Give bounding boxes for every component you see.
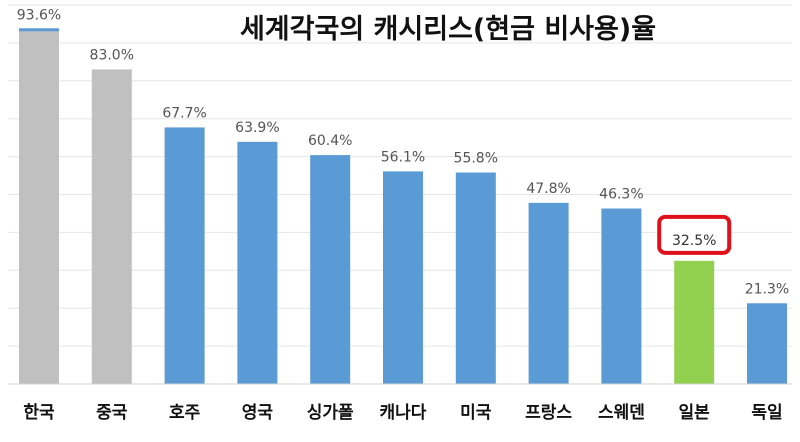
value-labels: 93.6% 83.0% 67.7% 63.9% 60.4% 56.1% 55.8% 47.8%…	[17, 7, 789, 297]
category-label: 한국	[23, 403, 55, 423]
data-label: 32.5%	[672, 233, 716, 249]
bar	[674, 260, 715, 384]
category-label: 영국	[242, 403, 274, 423]
category-label: 캐나다	[380, 403, 427, 423]
data-label: 67.7%	[162, 105, 206, 121]
category-label: 미국	[460, 403, 492, 423]
data-label: 93.6%	[17, 7, 61, 23]
data-label: 46.3%	[599, 187, 643, 203]
bar	[455, 172, 496, 384]
bars	[19, 28, 787, 385]
category-label: 중국	[96, 403, 128, 423]
category-label: 프랑스	[525, 403, 572, 423]
bar	[528, 202, 569, 384]
data-label: 63.9%	[235, 120, 279, 136]
data-label: 56.1%	[381, 149, 425, 165]
category-labels: 한국 중국 호주 영국 싱가폴 캐나다 미국 프랑스 스웨덴 일본 독일	[23, 403, 782, 423]
chart-title: 세계각국의 캐시리스(현금 비사용)율	[240, 14, 656, 45]
data-label: 21.3%	[745, 281, 789, 297]
category-label: 독일	[751, 403, 782, 423]
data-label: 47.8%	[526, 181, 570, 197]
highlight-box	[657, 214, 732, 255]
bar	[164, 127, 205, 385]
bar	[237, 141, 278, 384]
bar	[310, 155, 351, 384]
category-label: 일본	[679, 403, 711, 423]
data-label: 55.8%	[454, 151, 498, 167]
bar	[19, 29, 59, 384]
bar	[91, 69, 132, 385]
bar	[383, 171, 423, 384]
bar	[601, 208, 642, 384]
category-label: 싱가폴	[307, 403, 354, 423]
bar-top-marker	[19, 28, 59, 32]
data-label: 60.4%	[308, 133, 352, 149]
category-label: 호주	[169, 403, 201, 423]
bar	[747, 303, 787, 384]
category-label: 스웨덴	[598, 403, 645, 423]
data-label: 83.0%	[90, 47, 134, 63]
